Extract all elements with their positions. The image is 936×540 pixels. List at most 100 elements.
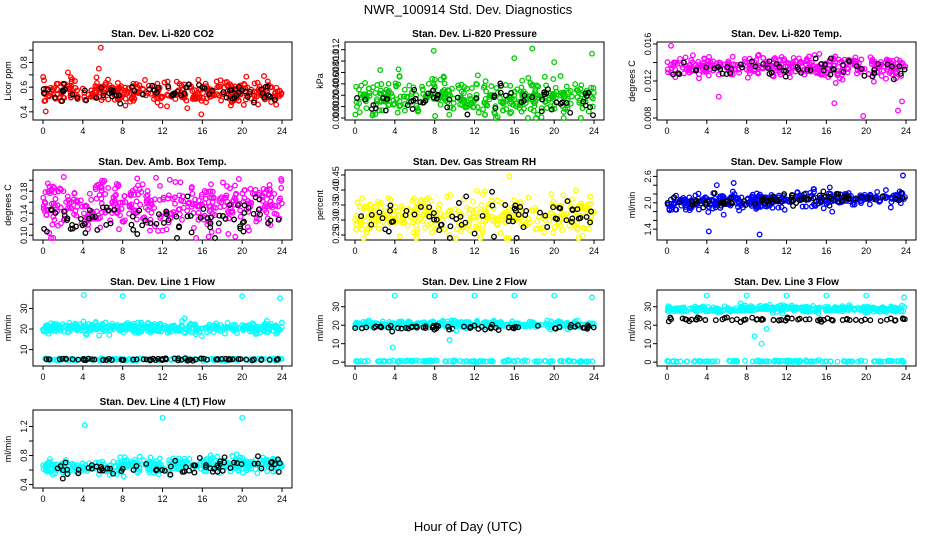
data-point	[580, 232, 586, 239]
data-point	[437, 101, 444, 108]
outlier-point	[901, 294, 907, 301]
data-point	[165, 217, 172, 224]
series-primary	[40, 451, 285, 480]
data-point	[41, 225, 48, 232]
data-point	[580, 324, 587, 331]
data-point	[267, 93, 273, 100]
data-point	[404, 357, 411, 364]
data-point	[261, 189, 268, 196]
data-point	[505, 204, 512, 211]
data-point	[156, 455, 163, 462]
outlier-point	[506, 173, 513, 180]
data-point	[752, 200, 759, 207]
data-point	[88, 356, 95, 363]
data-point	[861, 65, 868, 72]
data-point	[585, 358, 592, 365]
x-tick-label: 0	[40, 126, 45, 136]
data-point	[802, 316, 809, 323]
data-point	[100, 357, 107, 363]
data-point	[413, 235, 420, 241]
data-point	[815, 317, 821, 324]
data-point	[101, 178, 108, 184]
data-point	[727, 358, 734, 365]
data-point	[458, 88, 465, 95]
data-point	[482, 111, 489, 118]
data-point	[682, 54, 689, 61]
data-point	[491, 94, 498, 101]
data-point	[51, 94, 58, 101]
data-point	[259, 90, 266, 97]
x-tick-label: 16	[821, 126, 831, 136]
plot-frame	[656, 41, 917, 121]
series-secondary	[40, 80, 278, 107]
data-point	[839, 67, 846, 74]
data-point	[848, 358, 855, 365]
outlier-point	[198, 111, 205, 118]
data-point	[525, 75, 532, 81]
data-point	[507, 93, 514, 100]
data-point	[864, 194, 871, 201]
data-point	[92, 318, 99, 325]
data-point	[235, 356, 242, 363]
data-point	[880, 306, 887, 313]
data-point	[803, 358, 810, 365]
data-point	[396, 98, 403, 105]
data-point	[184, 207, 191, 214]
data-point	[470, 214, 477, 221]
data-point	[395, 66, 402, 73]
data-point	[893, 358, 900, 365]
data-point	[528, 82, 535, 89]
x-tick-label: 4	[704, 372, 709, 382]
data-point	[790, 359, 797, 366]
data-point	[446, 326, 453, 333]
data-point	[433, 216, 440, 223]
data-point	[457, 101, 464, 108]
data-point	[233, 325, 240, 332]
data-point	[901, 316, 908, 323]
data-point	[807, 308, 814, 315]
data-point	[861, 72, 868, 79]
data-point	[189, 357, 196, 364]
data-point	[473, 187, 480, 194]
data-point	[815, 70, 821, 76]
data-point	[502, 92, 509, 99]
data-point	[532, 89, 539, 96]
data-point	[172, 179, 179, 185]
data-point	[806, 316, 813, 323]
data-point	[352, 325, 359, 332]
data-point	[880, 67, 887, 74]
data-point	[822, 61, 829, 68]
data-point	[44, 460, 51, 467]
data-point	[587, 193, 594, 200]
data-point	[744, 74, 751, 81]
data-point	[202, 324, 209, 331]
outlier-point	[529, 45, 536, 52]
data-point	[246, 88, 253, 95]
data-point	[178, 92, 185, 99]
data-point	[237, 207, 244, 214]
data-point	[387, 202, 394, 209]
data-point	[735, 195, 742, 202]
data-point	[389, 215, 396, 222]
data-point	[135, 329, 142, 336]
data-point	[368, 105, 375, 112]
data-point	[174, 235, 180, 241]
data-point	[232, 233, 239, 240]
data-point	[502, 202, 509, 208]
data-point	[192, 331, 199, 338]
data-point	[420, 99, 427, 106]
data-point	[808, 59, 815, 66]
data-point	[524, 358, 531, 364]
data-point	[446, 232, 453, 239]
x-tick-label: 16	[509, 372, 519, 382]
data-point	[261, 73, 267, 80]
y-tick-label: 0	[331, 360, 341, 365]
data-point	[480, 84, 487, 91]
data-point	[127, 192, 134, 199]
data-point	[705, 209, 712, 216]
x-tick-label: 8	[120, 494, 125, 504]
data-point	[883, 316, 890, 323]
data-point	[368, 211, 375, 218]
series-primary	[352, 187, 597, 241]
data-point	[231, 194, 238, 201]
